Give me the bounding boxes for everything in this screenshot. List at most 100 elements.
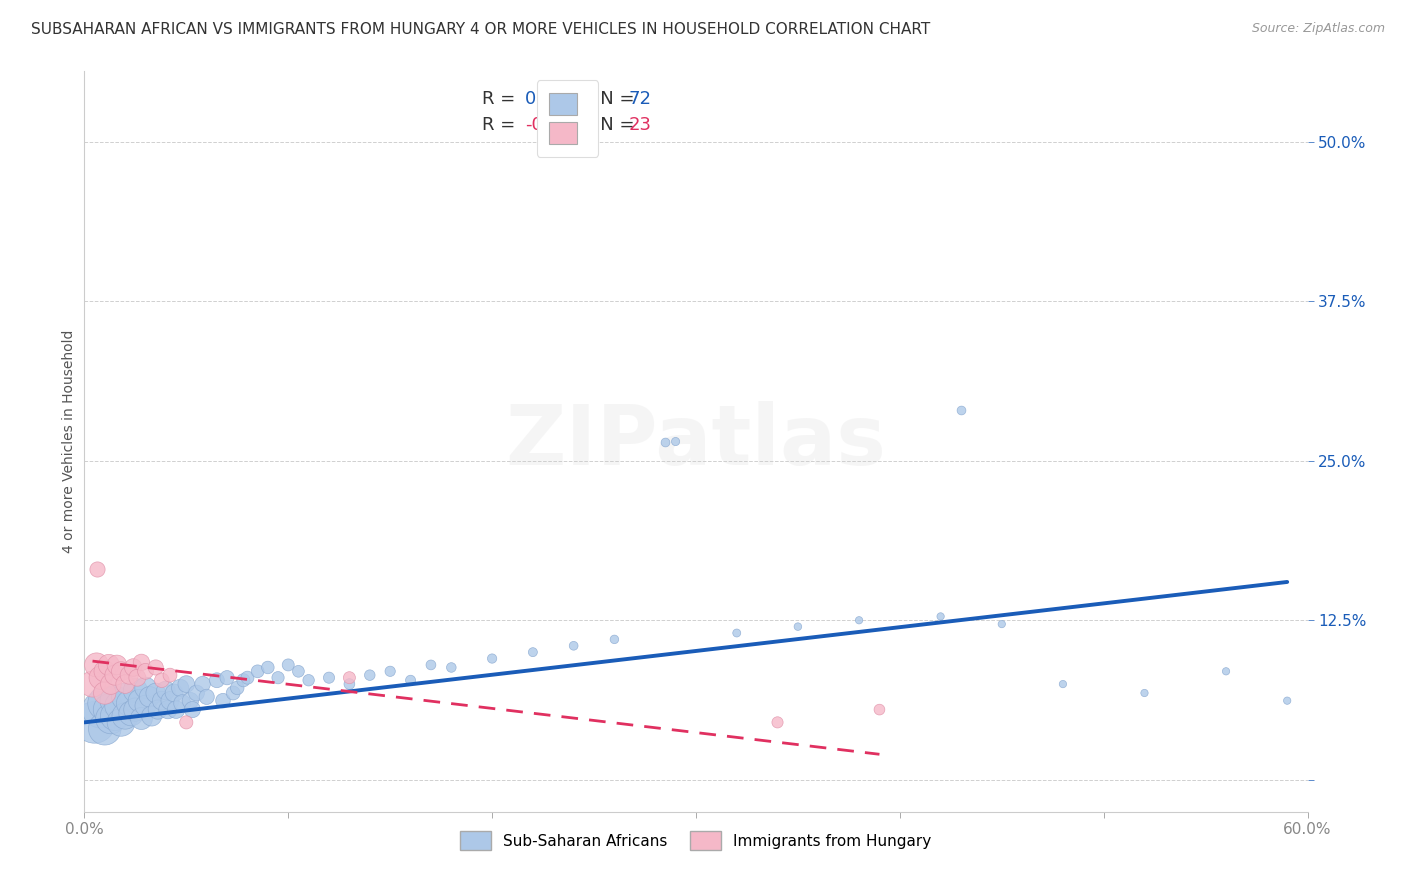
Point	[124, 683, 146, 698]
Point	[318, 671, 340, 685]
Point	[481, 651, 503, 665]
Point	[787, 620, 810, 634]
Point	[90, 671, 112, 685]
Point	[654, 434, 676, 449]
Point	[929, 609, 952, 624]
Point	[86, 562, 108, 576]
Point	[100, 677, 122, 691]
Point	[420, 657, 443, 672]
Point	[146, 703, 169, 717]
Point	[172, 696, 194, 710]
Point	[869, 703, 891, 717]
Point	[104, 694, 127, 708]
Point	[399, 673, 422, 688]
Point	[135, 698, 157, 713]
Point	[1215, 665, 1237, 679]
Point	[90, 703, 112, 717]
Point	[150, 694, 173, 708]
Text: -0.107: -0.107	[524, 116, 582, 134]
Text: N =: N =	[583, 116, 641, 134]
Point	[100, 712, 122, 726]
Point	[287, 665, 309, 679]
Point	[665, 434, 688, 449]
Point	[86, 657, 108, 672]
Legend: Sub-Saharan Africans, Immigrants from Hungary: Sub-Saharan Africans, Immigrants from Hu…	[454, 825, 938, 856]
Point	[950, 402, 973, 417]
Point	[131, 712, 153, 726]
Point	[135, 665, 157, 679]
Point	[97, 703, 120, 717]
Point	[212, 694, 235, 708]
Text: N =: N =	[583, 90, 641, 108]
Point	[118, 668, 141, 682]
Point	[110, 715, 132, 730]
Point	[339, 671, 361, 685]
Point	[141, 709, 163, 723]
Point	[169, 681, 191, 695]
Point	[725, 626, 748, 640]
Point	[145, 660, 167, 674]
Point	[118, 696, 141, 710]
Point	[562, 639, 585, 653]
Point	[93, 665, 115, 679]
Point	[181, 703, 204, 717]
Point	[205, 673, 228, 688]
Point	[267, 671, 290, 685]
Point	[124, 703, 146, 717]
Point	[848, 613, 870, 627]
Text: SUBSAHARAN AFRICAN VS IMMIGRANTS FROM HUNGARY 4 OR MORE VEHICLES IN HOUSEHOLD CO: SUBSAHARAN AFRICAN VS IMMIGRANTS FROM HU…	[31, 22, 931, 37]
Point	[603, 632, 626, 647]
Point	[135, 681, 157, 695]
Point	[991, 617, 1014, 632]
Point	[232, 673, 254, 688]
Point	[222, 686, 245, 700]
Point	[114, 690, 136, 704]
Point	[83, 715, 105, 730]
Point	[1277, 694, 1299, 708]
Point	[246, 665, 269, 679]
Point	[1052, 677, 1074, 691]
Point	[155, 683, 177, 698]
Point	[114, 677, 136, 691]
Text: 72: 72	[628, 90, 652, 108]
Y-axis label: 4 or more Vehicles in Household: 4 or more Vehicles in Household	[62, 330, 76, 553]
Point	[105, 657, 128, 672]
Point	[138, 690, 160, 704]
Point	[766, 715, 789, 730]
Point	[128, 694, 150, 708]
Point	[131, 656, 153, 670]
Point	[108, 698, 131, 713]
Point	[159, 694, 181, 708]
Point	[257, 660, 280, 674]
Text: 23: 23	[628, 116, 652, 134]
Point	[145, 686, 167, 700]
Point	[179, 694, 201, 708]
Point	[1133, 686, 1156, 700]
Point	[174, 715, 197, 730]
Point	[339, 677, 361, 691]
Point	[195, 690, 218, 704]
Point	[120, 706, 142, 721]
Point	[380, 665, 402, 679]
Point	[226, 681, 249, 695]
Point	[97, 657, 120, 672]
Point	[165, 703, 187, 717]
Point	[163, 686, 186, 700]
Point	[93, 686, 115, 700]
Text: R =: R =	[482, 90, 527, 108]
Point	[156, 703, 179, 717]
Point	[522, 645, 544, 659]
Point	[186, 686, 208, 700]
Point	[359, 668, 381, 682]
Point	[174, 677, 197, 691]
Point	[104, 709, 127, 723]
Point	[150, 673, 173, 688]
Point	[114, 709, 136, 723]
Point	[127, 671, 149, 685]
Text: R =: R =	[482, 116, 527, 134]
Point	[104, 668, 127, 682]
Point	[110, 665, 132, 679]
Text: ZIPatlas: ZIPatlas	[506, 401, 886, 482]
Point	[93, 722, 115, 736]
Point	[122, 660, 145, 674]
